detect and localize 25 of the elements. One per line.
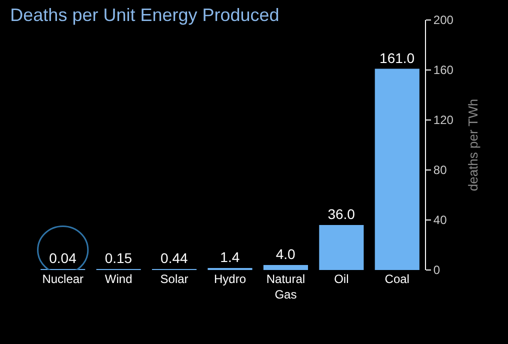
data-label: 36.0: [328, 206, 356, 222]
x-tick-label: Coal: [384, 272, 410, 286]
y-tick-label: 160: [433, 63, 454, 78]
data-label: 0.44: [160, 250, 188, 266]
y-tick-label: 200: [433, 13, 454, 28]
data-label: 0.15: [104, 250, 132, 266]
y-tick-label: 120: [433, 113, 454, 128]
x-tick-label: Solar: [160, 272, 188, 286]
bar: [263, 265, 308, 270]
x-tick-label: Nuclear: [42, 272, 84, 286]
y-tick-label: 80: [433, 163, 448, 178]
y-axis-title: deaths per TWh: [465, 98, 480, 192]
data-label: 4.0: [276, 246, 296, 262]
data-label: 0.04: [49, 250, 77, 266]
data-label: 161.0: [380, 50, 415, 66]
y-tick-label: 40: [433, 213, 448, 228]
x-tick-label: Wind: [104, 272, 132, 286]
x-tick-label: Hydro: [214, 272, 246, 286]
x-tick-label: Natural Gas: [266, 272, 306, 302]
x-tick-label: Oil: [334, 272, 349, 286]
chart-title: Deaths per Unit Energy Produced: [10, 5, 280, 26]
data-label: 1.4: [220, 249, 240, 265]
bar: [374, 68, 420, 270]
bar: [319, 225, 364, 270]
y-tick-label: 0: [433, 263, 440, 278]
